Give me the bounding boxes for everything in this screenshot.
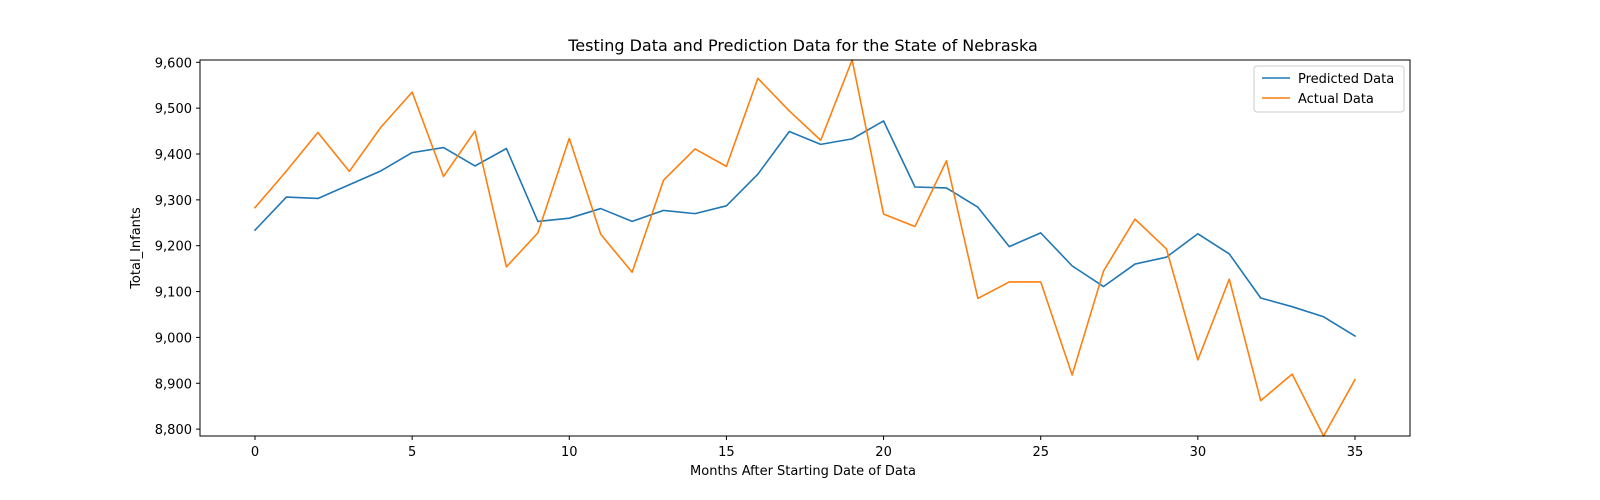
legend-label-2: Actual Data xyxy=(1298,92,1374,107)
x-tick-label: 0 xyxy=(251,445,259,460)
y-tick-label: 9,400 xyxy=(155,148,192,163)
y-axis-title: Total_Infants xyxy=(129,207,144,290)
y-tick-label: 9,300 xyxy=(155,194,192,209)
y-tick-label: 9,600 xyxy=(155,56,192,71)
y-tick-label: 8,900 xyxy=(155,377,192,392)
y-tick-label: 9,200 xyxy=(155,240,192,255)
x-tick-label: 25 xyxy=(1032,445,1049,460)
y-tick-label: 8,800 xyxy=(155,423,192,438)
series-line-2 xyxy=(253,59,1357,437)
plot-area: 0 5 10 15 20 25 30 35 8,800 8,900 9,000 9,100 9,200 9… xyxy=(155,56,1411,460)
legend: Predicted Data Actual Data xyxy=(1253,65,1405,113)
x-tick-label: 35 xyxy=(1347,445,1364,460)
legend-label-1: Predicted Data xyxy=(1298,72,1394,87)
y-tick-label: 9,100 xyxy=(155,286,192,301)
x-tick-label: 15 xyxy=(718,445,735,460)
series-line-1 xyxy=(253,120,1357,338)
plot-frame xyxy=(199,59,1411,437)
x-tick-label: 30 xyxy=(1190,445,1207,460)
legend-box xyxy=(1253,65,1405,113)
x-axis-title: Months After Starting Date of Data xyxy=(690,464,916,479)
chart-title: Testing Data and Prediction Data for the… xyxy=(567,36,1038,55)
y-tick-label: 9,000 xyxy=(155,331,192,346)
y-tick-label: 9,500 xyxy=(155,102,192,117)
x-tick-label: 20 xyxy=(875,445,892,460)
x-tick-label: 10 xyxy=(561,445,578,460)
x-tick-label: 5 xyxy=(408,445,416,460)
